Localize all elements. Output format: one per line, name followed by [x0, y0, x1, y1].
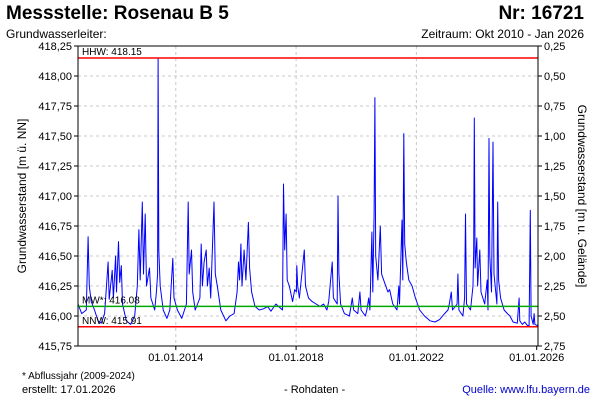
x-tick-label: 01.01.2018: [269, 352, 324, 364]
y2-tick-label: 1,50: [544, 191, 565, 203]
y-axis-label: Grundwasserstand [m ü. NN]: [15, 119, 29, 274]
aquifer-label: Grundwasserleiter:: [6, 27, 107, 41]
x-tick-label: 01.01.2014: [148, 352, 203, 364]
reference-label: HHW: 418.15: [82, 47, 142, 58]
y-tick-label: 417,50: [38, 131, 72, 143]
reference-label: MW*: 416.08: [82, 295, 140, 306]
created-date: erstellt: 17.01.2026: [22, 384, 116, 396]
y-tick-label: 416,75: [38, 221, 72, 233]
y-axis-right: 2,75 2,50 2,25 2,00 1,75 1,50 1,25 1,00 0,75 0,50…: [538, 41, 565, 353]
footnote: * Abflussjahr (2009-2024): [22, 371, 135, 382]
y2-tick-label: 2,75: [544, 341, 565, 353]
y2-tick-label: 1,25: [544, 161, 565, 173]
series-layer: [77, 57, 539, 327]
page-title: Messstelle: Rosenau B 5: [6, 3, 229, 24]
y-tick-label: 415,75: [38, 341, 72, 353]
x-tick-label: 01.01.2022: [389, 352, 444, 364]
y-tick-label: 416,50: [38, 251, 72, 263]
period-label: Zeitraum: Okt 2010 - Jan 2026: [421, 27, 584, 41]
y2-tick-label: 2,50: [544, 311, 565, 323]
y2-tick-label: 1,00: [544, 131, 565, 143]
y-tick-label: 418,25: [38, 41, 72, 53]
reference-lines: HHW: 418.15 MW*: 416.08 NNW: 415.91: [78, 47, 538, 328]
y-tick-label: 418,00: [38, 71, 72, 83]
y2-tick-label: 0,50: [544, 71, 565, 83]
source-link[interactable]: Quelle: www.lfu.bayern.de: [462, 384, 590, 396]
raw-data-label: - Rohdaten -: [284, 384, 346, 396]
y2-axis-label: Grundwasserstand [m u. Gelände]: [575, 105, 589, 288]
y-tick-label: 416,25: [38, 281, 72, 293]
reference-label: NNW: 415.91: [82, 316, 142, 327]
y-tick-label: 417,25: [38, 161, 72, 173]
x-axis: 01.01.2014 01.01.2018 01.01.2022 01.01.2026: [148, 346, 564, 364]
y2-tick-label: 2,25: [544, 281, 565, 293]
y2-tick-label: 1,75: [544, 221, 565, 233]
y2-tick-label: 0,25: [544, 41, 565, 53]
y-tick-label: 417,00: [38, 191, 72, 203]
y-axis-left: 415,75 416,00 416,25 416,50 416,75 417,00 417,…: [38, 41, 78, 353]
grid: [78, 46, 538, 346]
y2-tick-label: 2,00: [544, 251, 565, 263]
y2-tick-label: 0,75: [544, 101, 565, 113]
y-tick-label: 417,75: [38, 101, 72, 113]
station-number: Nr: 16721: [498, 3, 584, 24]
x-tick-label: 01.01.2026: [509, 352, 564, 364]
series-line: [77, 57, 539, 327]
y-tick-label: 416,00: [38, 311, 72, 323]
